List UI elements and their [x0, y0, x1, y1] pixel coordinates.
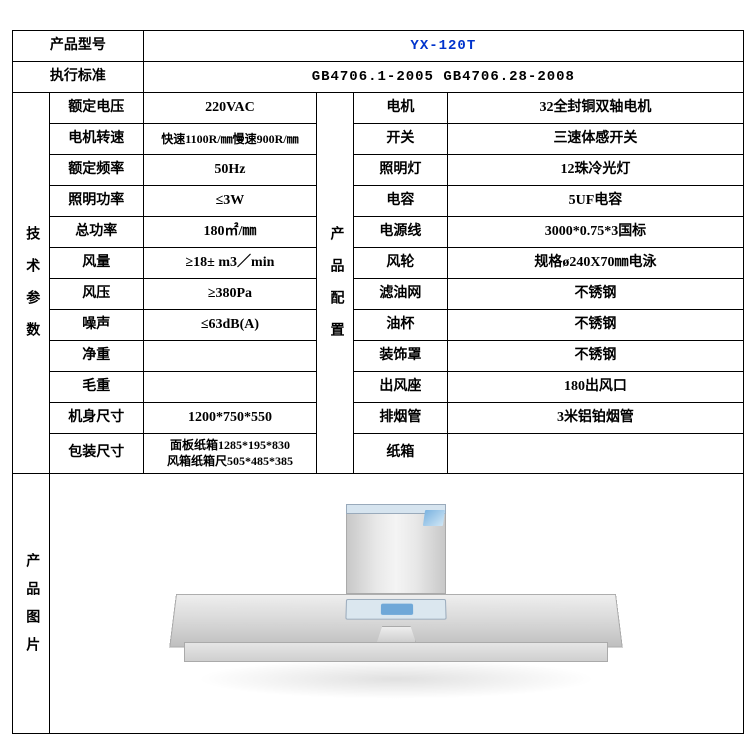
spec-table: 产品型号 YX-120T 执行标准 GB4706.1-2005 GB4706.2… — [12, 30, 744, 734]
tech-label: 噪声 — [49, 310, 143, 341]
tech-value: ≥18± m3／min — [143, 248, 317, 279]
tech-params-header: 技术参数 — [13, 93, 50, 474]
tech-label: 总功率 — [49, 217, 143, 248]
tech-label: 电机转速 — [49, 124, 143, 155]
config-label: 电机 — [353, 93, 447, 124]
tech-label: 包装尺寸 — [49, 434, 143, 474]
product-config-header: 产品配置 — [317, 93, 354, 474]
tech-label: 照明功率 — [49, 186, 143, 217]
config-value: 规格ø240X70㎜电泳 — [447, 248, 743, 279]
config-value: 12珠冷光灯 — [447, 155, 743, 186]
tech-label: 风压 — [49, 279, 143, 310]
config-value: 三速体感开关 — [447, 124, 743, 155]
product-image-header: 产品图片 — [13, 474, 50, 734]
config-label: 照明灯 — [353, 155, 447, 186]
config-label: 装饰罩 — [353, 341, 447, 372]
tech-value: 50Hz — [143, 155, 317, 186]
config-label: 电容 — [353, 186, 447, 217]
config-label: 纸箱 — [353, 434, 447, 474]
tech-value: 快速1100R/㎜慢速900R/㎜ — [143, 124, 317, 155]
config-label: 风轮 — [353, 248, 447, 279]
standard-value: GB4706.1-2005 GB4706.28-2008 — [143, 62, 743, 93]
config-value — [447, 434, 743, 474]
config-value: 180出风口 — [447, 372, 743, 403]
tech-value: ≤3W — [143, 186, 317, 217]
config-value: 3米铝铂烟管 — [447, 403, 743, 434]
config-label: 出风座 — [353, 372, 447, 403]
config-label: 排烟管 — [353, 403, 447, 434]
config-value: 32全封铜双轴电机 — [447, 93, 743, 124]
config-label: 油杯 — [353, 310, 447, 341]
tech-value — [143, 372, 317, 403]
product-image-cell — [49, 474, 743, 734]
config-value: 3000*0.75*3国标 — [447, 217, 743, 248]
tech-value: 180㎡/㎜ — [143, 217, 317, 248]
tech-label: 风量 — [49, 248, 143, 279]
tech-label: 毛重 — [49, 372, 143, 403]
tech-value — [143, 341, 317, 372]
config-label: 开关 — [353, 124, 447, 155]
tech-value: ≥380Pa — [143, 279, 317, 310]
config-value: 不锈钢 — [447, 341, 743, 372]
tech-value: 面板纸箱1285*195*830风箱纸箱尺505*485*385 — [143, 434, 317, 474]
range-hood-illustration — [52, 478, 741, 729]
tech-label: 额定频率 — [49, 155, 143, 186]
config-value: 不锈钢 — [447, 279, 743, 310]
config-label: 滤油网 — [353, 279, 447, 310]
model-label: 产品型号 — [13, 31, 144, 62]
config-value: 5UF电容 — [447, 186, 743, 217]
tech-value: ≤63dB(A) — [143, 310, 317, 341]
tech-label: 机身尺寸 — [49, 403, 143, 434]
config-value: 不锈钢 — [447, 310, 743, 341]
tech-value: 1200*750*550 — [143, 403, 317, 434]
tech-label: 净重 — [49, 341, 143, 372]
config-label: 电源线 — [353, 217, 447, 248]
model-value: YX-120T — [143, 31, 743, 62]
standard-label: 执行标准 — [13, 62, 144, 93]
tech-value: 220VAC — [143, 93, 317, 124]
tech-label: 额定电压 — [49, 93, 143, 124]
